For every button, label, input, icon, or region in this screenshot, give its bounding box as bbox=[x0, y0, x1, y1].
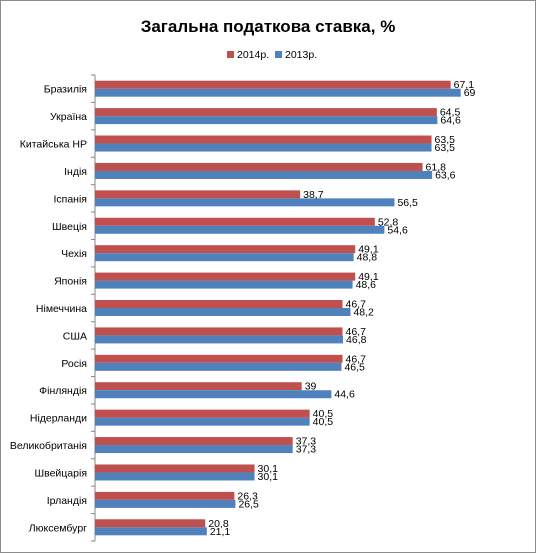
value-label: 48,2 bbox=[353, 307, 374, 319]
value-label: 40,5 bbox=[313, 408, 334, 420]
value-label: 30,1 bbox=[258, 471, 279, 483]
category-label: Швейцарія bbox=[35, 467, 88, 479]
y-axis-ticks bbox=[91, 74, 95, 542]
value-label: 39 bbox=[305, 381, 317, 393]
bar-2013р. bbox=[95, 472, 255, 481]
bar-2013р. bbox=[95, 88, 461, 97]
category-label: Фінляндія bbox=[39, 385, 87, 397]
value-label: 30,1 bbox=[258, 463, 279, 475]
bar-2014р. bbox=[95, 108, 437, 117]
value-label: 67,1 bbox=[454, 79, 475, 91]
category-label: Німеччина bbox=[36, 303, 87, 315]
legend-swatch-2013 bbox=[275, 51, 282, 58]
bar-2014р. bbox=[95, 437, 293, 446]
value-label: 46,7 bbox=[346, 353, 367, 365]
value-label: 46,7 bbox=[346, 326, 367, 338]
bar-2014р. bbox=[95, 382, 302, 391]
bar-2013р. bbox=[95, 116, 438, 125]
category-label: Японія bbox=[54, 276, 87, 288]
value-label: 64,6 bbox=[440, 115, 461, 127]
category-label: Росія bbox=[61, 358, 87, 370]
bar-2014р. bbox=[95, 190, 301, 199]
value-label: 63,5 bbox=[435, 142, 456, 154]
bars bbox=[95, 80, 461, 536]
bar-2013р. bbox=[95, 335, 344, 344]
bar-2014р. bbox=[95, 327, 343, 336]
legend-label-2013: 2013р. bbox=[285, 49, 317, 61]
bar-2014р. bbox=[95, 80, 451, 89]
value-label: 38,7 bbox=[303, 189, 324, 201]
bar-2014р. bbox=[95, 491, 235, 500]
value-label: 37,3 bbox=[296, 436, 317, 448]
value-label: 40,5 bbox=[313, 416, 334, 428]
bar-2013р. bbox=[95, 417, 310, 426]
value-label: 61,8 bbox=[426, 161, 447, 173]
value-label: 46,5 bbox=[344, 361, 365, 373]
bar-2013р. bbox=[95, 253, 354, 262]
bar-2014р. bbox=[95, 354, 343, 363]
category-label: США bbox=[63, 330, 87, 342]
value-label: 63,6 bbox=[435, 169, 456, 181]
value-label: 54,6 bbox=[387, 224, 408, 236]
bar-2014р. bbox=[95, 300, 343, 308]
bar-2014р. bbox=[95, 464, 255, 473]
category-label: Індія bbox=[64, 166, 87, 178]
bar-2014р. bbox=[95, 272, 356, 281]
bar-2014р. bbox=[95, 519, 206, 528]
value-label: 26,5 bbox=[238, 498, 259, 510]
bar-2013р. bbox=[95, 527, 207, 536]
value-label: 63,5 bbox=[435, 134, 456, 146]
bar-2013р. bbox=[95, 445, 293, 454]
bar-2014р. bbox=[95, 245, 356, 254]
category-label: Китайська НР bbox=[20, 139, 87, 151]
category-label: Нідерланди bbox=[30, 413, 87, 425]
chart-title: Загальна податкова ставка, % bbox=[141, 17, 396, 36]
value-label: 49,1 bbox=[358, 271, 379, 283]
legend-swatch-2014 bbox=[227, 51, 234, 58]
bar-2013р. bbox=[95, 225, 385, 234]
category-label: Швеція bbox=[52, 221, 87, 233]
value-label: 69 bbox=[464, 87, 476, 99]
bar-2014р. bbox=[95, 217, 375, 226]
bar-2013р. bbox=[95, 362, 342, 371]
category-label: Великобританія bbox=[10, 440, 87, 452]
bar-2013р. bbox=[95, 143, 432, 152]
bar-2014р. bbox=[95, 162, 423, 171]
value-label: 46,8 bbox=[346, 334, 367, 346]
category-label: Люксембург bbox=[29, 522, 87, 534]
value-label: 48,6 bbox=[356, 279, 377, 291]
value-label: 49,1 bbox=[358, 244, 379, 256]
value-label: 26,3 bbox=[237, 490, 258, 502]
value-label: 20,8 bbox=[208, 518, 229, 530]
bar-2013р. bbox=[95, 308, 351, 316]
bar-2013р. bbox=[95, 170, 433, 179]
category-label: Ірландія bbox=[47, 495, 87, 507]
bar-2014р. bbox=[95, 135, 432, 144]
legend: 2014р. 2013р. bbox=[227, 49, 317, 61]
bar-2013р. bbox=[95, 499, 236, 508]
value-label: 56,5 bbox=[397, 197, 418, 209]
category-labels: Бразилія Україна Китайська НР Індія Іспанія Ш… bbox=[10, 84, 87, 535]
value-label: 21,1 bbox=[210, 526, 231, 538]
value-label: 37,3 bbox=[296, 444, 317, 456]
bar-2013р. bbox=[95, 390, 332, 399]
category-label: Іспанія bbox=[53, 193, 87, 205]
bar-2014р. bbox=[95, 409, 310, 418]
bar-2013р. bbox=[95, 280, 353, 289]
value-label: 52,8 bbox=[378, 216, 399, 228]
value-label: 44,6 bbox=[334, 389, 355, 401]
value-label: 64,5 bbox=[440, 107, 461, 119]
category-label: Чехія bbox=[61, 248, 87, 260]
value-label: 46,7 bbox=[346, 299, 367, 311]
bar-2013р. bbox=[95, 198, 395, 207]
value-label: 48,8 bbox=[357, 252, 378, 264]
category-label: Бразилія bbox=[44, 84, 87, 96]
category-label: Україна bbox=[50, 111, 87, 123]
legend-label-2014: 2014р. bbox=[237, 49, 269, 61]
